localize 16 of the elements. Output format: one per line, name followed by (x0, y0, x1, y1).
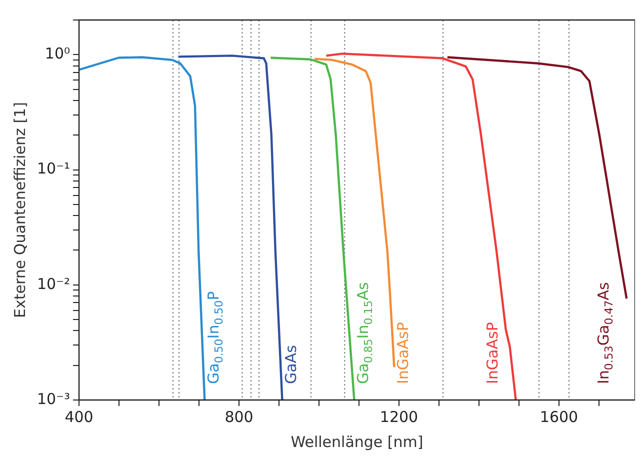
y-tick-label: 10⁻² (36, 274, 70, 293)
text: GaAs (282, 344, 300, 384)
x-tick-label: 800 (224, 408, 254, 426)
text: In0.53Ga0.47As (594, 282, 616, 384)
y-tick-label: 10⁻¹ (36, 160, 70, 178)
x-tick-label: 1600 (540, 408, 578, 426)
text: Ga0.85In0.15As (354, 282, 376, 384)
y-tick-label: 10⁰ (44, 44, 70, 63)
x-tick-label: 1200 (380, 408, 418, 426)
text: Ga0.50In0.50P (204, 291, 226, 384)
x-axis-title: Wellenlänge [nm] (290, 432, 424, 451)
text: InGaAsP (394, 322, 412, 384)
x-tick-label: 400 (64, 408, 94, 426)
y-tick-label: 10⁻³ (36, 390, 70, 408)
text: InGaAsP (484, 322, 502, 384)
y-axis-title: Externe Quanteneffizienz [1] (10, 102, 29, 318)
